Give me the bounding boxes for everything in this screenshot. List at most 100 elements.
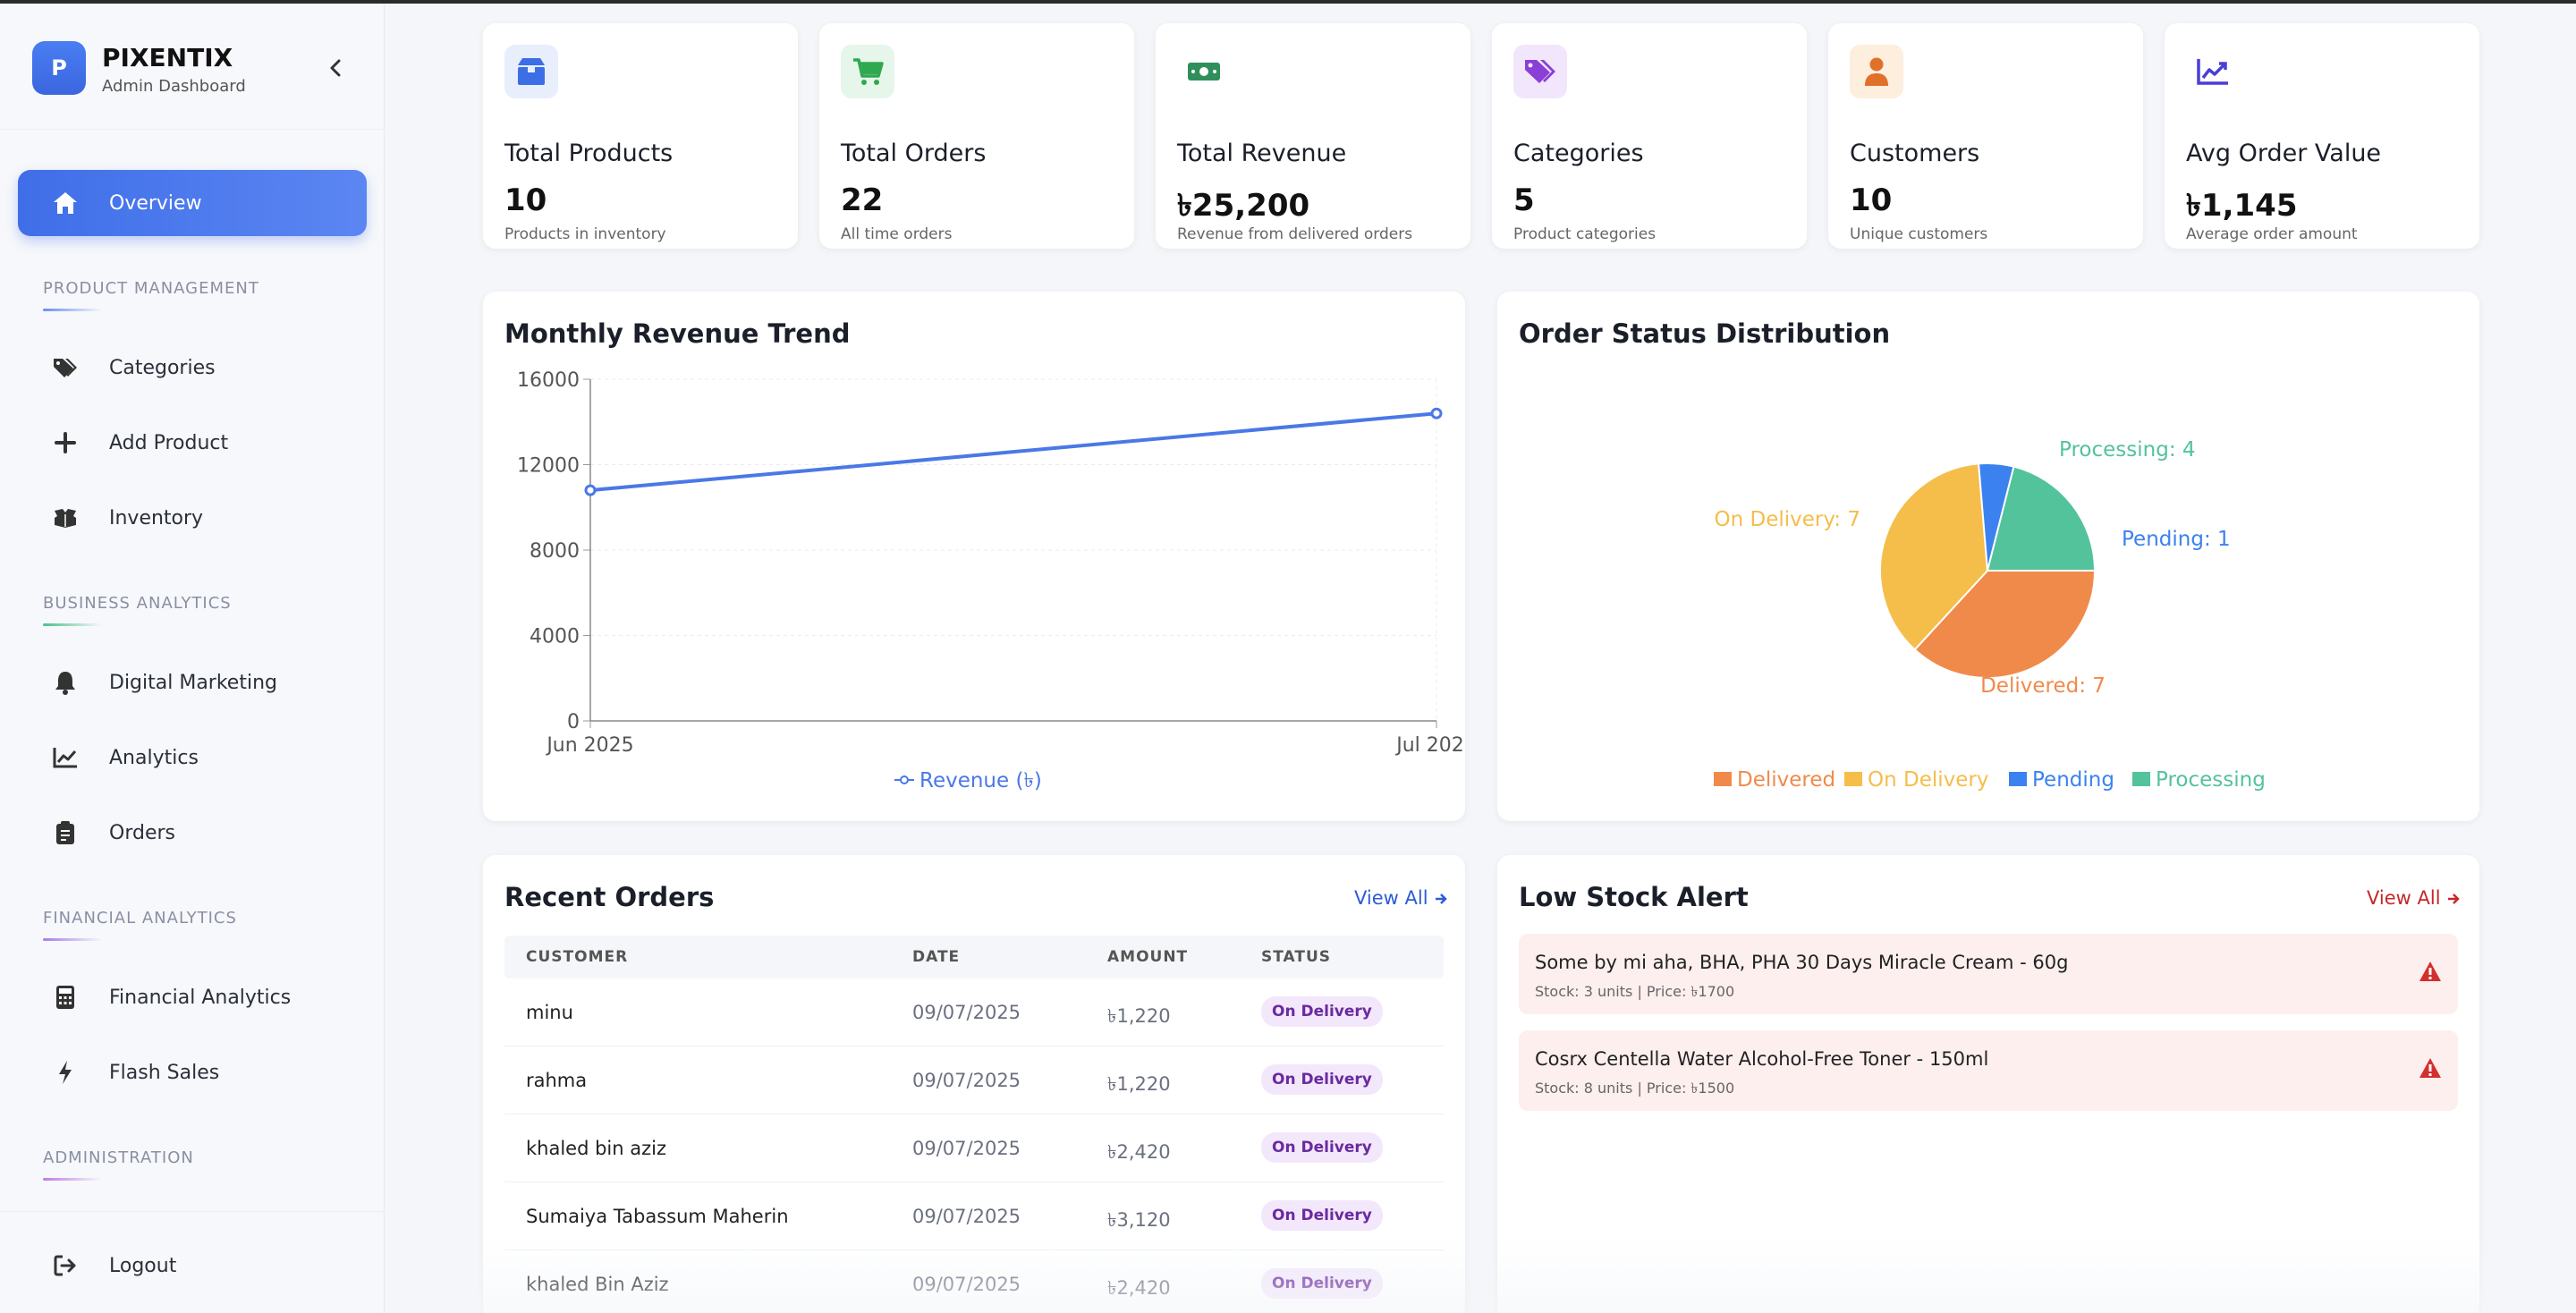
sidebar: P PIXENTIX Admin Dashboard Overview PROD… [0, 4, 385, 1313]
table-row[interactable]: khaled bin aziz 09/07/2025 ৳2,420 On Del… [504, 1114, 1444, 1182]
order-status-pie-chart: Delivered: 7 On Delivery: 7 Pending: 1 Proc… [1714, 438, 2266, 792]
stat-value: 10 [1850, 182, 1893, 218]
cell-date: 09/07/2025 [912, 1206, 1021, 1227]
sidebar-item-inventory[interactable]: Inventory [18, 485, 367, 551]
warning-icon [2419, 961, 2441, 981]
legend-swatch [2132, 772, 2150, 786]
low-stock-item[interactable]: Some by mi aha, BHA, PHA 30 Days Miracle… [1519, 934, 2458, 1014]
y-tick-label: 8000 [530, 540, 580, 563]
stat-card-total-revenue: Total Revenue ৳25,200 Revenue from deliv… [1156, 23, 1470, 249]
stat-subtitle: Products in inventory [504, 225, 666, 243]
arrow-right-icon [1436, 894, 1448, 904]
recent-orders-view-all-link[interactable]: View All [1354, 887, 1448, 909]
low-stock-view-all-link[interactable]: View All [2367, 887, 2461, 909]
legend-label: Pending [2032, 768, 2114, 792]
cell-date: 09/07/2025 [912, 1002, 1021, 1023]
sidebar-item-overview[interactable]: Overview [18, 170, 367, 236]
cell-amount: ৳2,420 [1107, 1141, 1171, 1163]
table-row[interactable]: khaled Bin Aziz 09/07/2025 ৳2,420 On Del… [504, 1250, 1444, 1313]
status-badge: On Delivery [1261, 996, 1383, 1027]
sidebar-item-digital-marketing[interactable]: Digital Marketing [18, 649, 367, 716]
brand-name: PIXENTIX [102, 43, 233, 72]
pie-slice [1879, 462, 1989, 651]
y-tick-label: 4000 [530, 626, 580, 648]
section-administration: ADMINISTRATION [43, 1148, 194, 1181]
brand-subtitle: Admin Dashboard [102, 77, 246, 96]
stat-title: Avg Order Value [2186, 140, 2382, 167]
sidebar-item-categories[interactable]: Categories [18, 335, 367, 401]
cell-date: 09/07/2025 [912, 1138, 1021, 1159]
y-tick-label: 12000 [517, 455, 580, 478]
cart-icon [841, 45, 894, 98]
table-row[interactable]: rahma 09/07/2025 ৳1,220 On Delivery [504, 1046, 1444, 1114]
series-line [589, 411, 1437, 493]
product-stock-meta: Stock: 8 units | Price: ৳1500 [1535, 1080, 1735, 1097]
chart-line-icon [2186, 45, 2240, 98]
arrow-right-icon [2448, 894, 2461, 904]
cell-customer: khaled Bin Aziz [526, 1274, 669, 1295]
tags-icon [50, 352, 80, 383]
cell-customer: Sumaiya Tabassum Maherin [526, 1206, 789, 1227]
table-header: CUSTOMER DATE AMOUNT STATUS [504, 936, 1444, 978]
sidebar-item-financial-analytics[interactable]: Financial Analytics [18, 964, 367, 1030]
stat-title: Total Orders [841, 140, 987, 167]
status-badge: On Delivery [1261, 1064, 1383, 1095]
revenue-chart-panel: Monthly Revenue Trend 0 4000 8000 12000 1600… [483, 292, 1465, 821]
cell-customer: khaled bin aziz [526, 1138, 666, 1159]
data-point [1430, 407, 1443, 419]
table-row[interactable]: minu 09/07/2025 ৳1,220 On Delivery [504, 978, 1444, 1046]
divider [0, 1211, 385, 1212]
bolt-icon [50, 1057, 80, 1088]
calculator-icon [50, 982, 80, 1012]
cell-amount: ৳1,220 [1107, 1073, 1171, 1095]
sidebar-item-label: Inventory [109, 506, 204, 529]
table-row[interactable]: Sumaiya Tabassum Maherin 09/07/2025 ৳3,1… [504, 1182, 1444, 1250]
status-badge: On Delivery [1261, 1200, 1383, 1231]
pie-slice [1986, 465, 2097, 572]
sidebar-item-label: Add Product [109, 431, 229, 454]
low-stock-item[interactable]: Cosrx Centella Water Alcohol-Free Toner … [1519, 1030, 2458, 1111]
sidebar-item-label: Overview [109, 191, 202, 215]
sidebar-item-orders[interactable]: Orders [18, 800, 367, 866]
logout-button[interactable]: Logout [18, 1233, 367, 1299]
stat-title: Total Products [504, 140, 674, 167]
sidebar-item-analytics[interactable]: Analytics [18, 724, 367, 791]
status-badge: On Delivery [1261, 1132, 1383, 1163]
box-icon [504, 45, 558, 98]
clipboard-icon [50, 817, 80, 848]
stat-card-avg-order-value: Avg Order Value ৳1,145 Average order amo… [2165, 23, 2479, 249]
window-top-edge [0, 0, 2576, 4]
stat-card-total-orders: Total Orders 22 All time orders [819, 23, 1134, 249]
stat-title: Customers [1850, 140, 1980, 167]
plus-icon [50, 428, 80, 458]
section-business-analytics: BUSINESS ANALYTICS [43, 594, 232, 626]
legend-marker [900, 775, 909, 784]
collapse-sidebar-button[interactable] [318, 50, 354, 86]
stat-value: ৳1,145 [2186, 188, 2298, 224]
stat-subtitle: All time orders [841, 225, 953, 243]
user-icon [1850, 45, 1903, 98]
stat-subtitle: Unique customers [1850, 225, 1988, 243]
chart-line-icon [50, 742, 80, 773]
legend-label: On Delivery [1868, 768, 1988, 792]
product-stock-meta: Stock: 3 units | Price: ৳1700 [1535, 983, 1735, 1000]
sidebar-item-label: Orders [109, 821, 175, 844]
slice-label: Pending: 1 [2122, 528, 2231, 551]
column-header-date: DATE [912, 948, 961, 966]
cell-customer: minu [526, 1002, 573, 1023]
stat-value: 22 [841, 182, 884, 218]
sidebar-item-label: Logout [109, 1254, 177, 1277]
stat-value: 5 [1513, 182, 1535, 218]
legend-swatch [2009, 772, 2027, 786]
cell-amount: ৳1,220 [1107, 1005, 1171, 1027]
low-stock-panel: Low Stock Alert View All Some by mi aha,… [1497, 855, 2479, 1313]
warning-icon [2419, 1058, 2441, 1078]
sidebar-item-add-product[interactable]: Add Product [18, 410, 367, 476]
legend-swatch [1714, 772, 1732, 786]
stat-value: 10 [504, 182, 547, 218]
data-point [584, 484, 597, 496]
sidebar-item-flash-sales[interactable]: Flash Sales [18, 1039, 367, 1105]
section-product-management: PRODUCT MANAGEMENT [43, 279, 259, 311]
sidebar-item-label: Flash Sales [109, 1061, 220, 1084]
cell-date: 09/07/2025 [912, 1274, 1021, 1295]
